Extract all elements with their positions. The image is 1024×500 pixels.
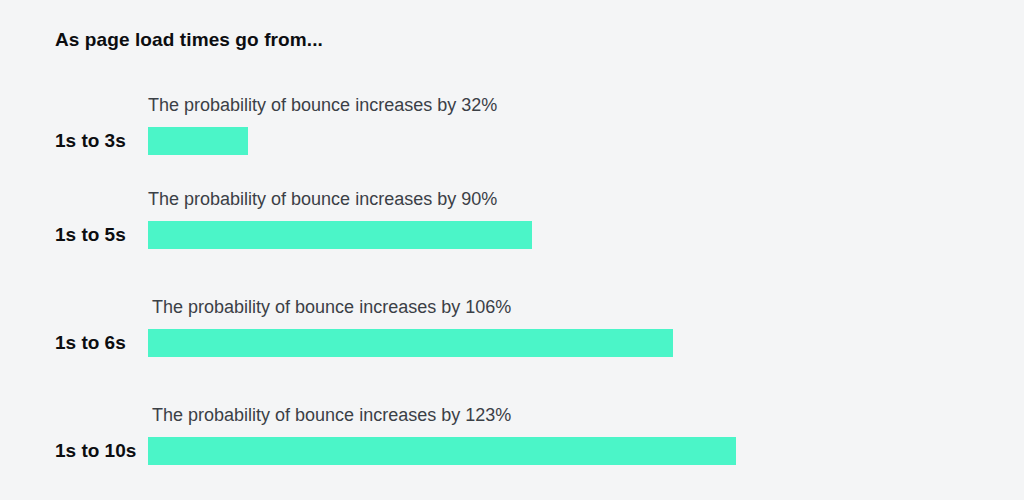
chart-row: 1s to 3s The probability of bounce incre… xyxy=(55,94,497,155)
row-label-1s-to-6s: 1s to 6s xyxy=(55,329,148,357)
bar-cell: The probability of bounce increases by 3… xyxy=(148,94,497,155)
chart-row: 1s to 5s The probability of bounce incre… xyxy=(55,188,532,249)
bar-cell: The probability of bounce increases by 1… xyxy=(148,296,673,357)
chart-row: 1s to 6s The probability of bounce incre… xyxy=(55,296,673,357)
bar-cell: The probability of bounce increases by 9… xyxy=(148,188,532,249)
row-label-1s-to-3s: 1s to 3s xyxy=(55,127,148,155)
bounce-bar-32pct xyxy=(148,127,248,155)
bounce-bar-123pct xyxy=(148,437,736,465)
bounce-bar-106pct xyxy=(148,329,673,357)
bounce-rate-infographic: As page load times go from... 1s to 3s T… xyxy=(0,0,1024,500)
bounce-bar-90pct xyxy=(148,221,532,249)
chart-row: 1s to 10s The probability of bounce incr… xyxy=(55,404,736,465)
bar-caption: The probability of bounce increases by 3… xyxy=(148,94,497,116)
bar-cell: The probability of bounce increases by 1… xyxy=(148,404,736,465)
chart-title: As page load times go from... xyxy=(55,29,323,51)
row-label-1s-to-5s: 1s to 5s xyxy=(55,221,148,249)
bar-caption: The probability of bounce increases by 1… xyxy=(152,296,673,318)
bar-caption: The probability of bounce increases by 1… xyxy=(152,404,736,426)
bar-caption: The probability of bounce increases by 9… xyxy=(148,188,532,210)
row-label-1s-to-10s: 1s to 10s xyxy=(55,437,148,465)
